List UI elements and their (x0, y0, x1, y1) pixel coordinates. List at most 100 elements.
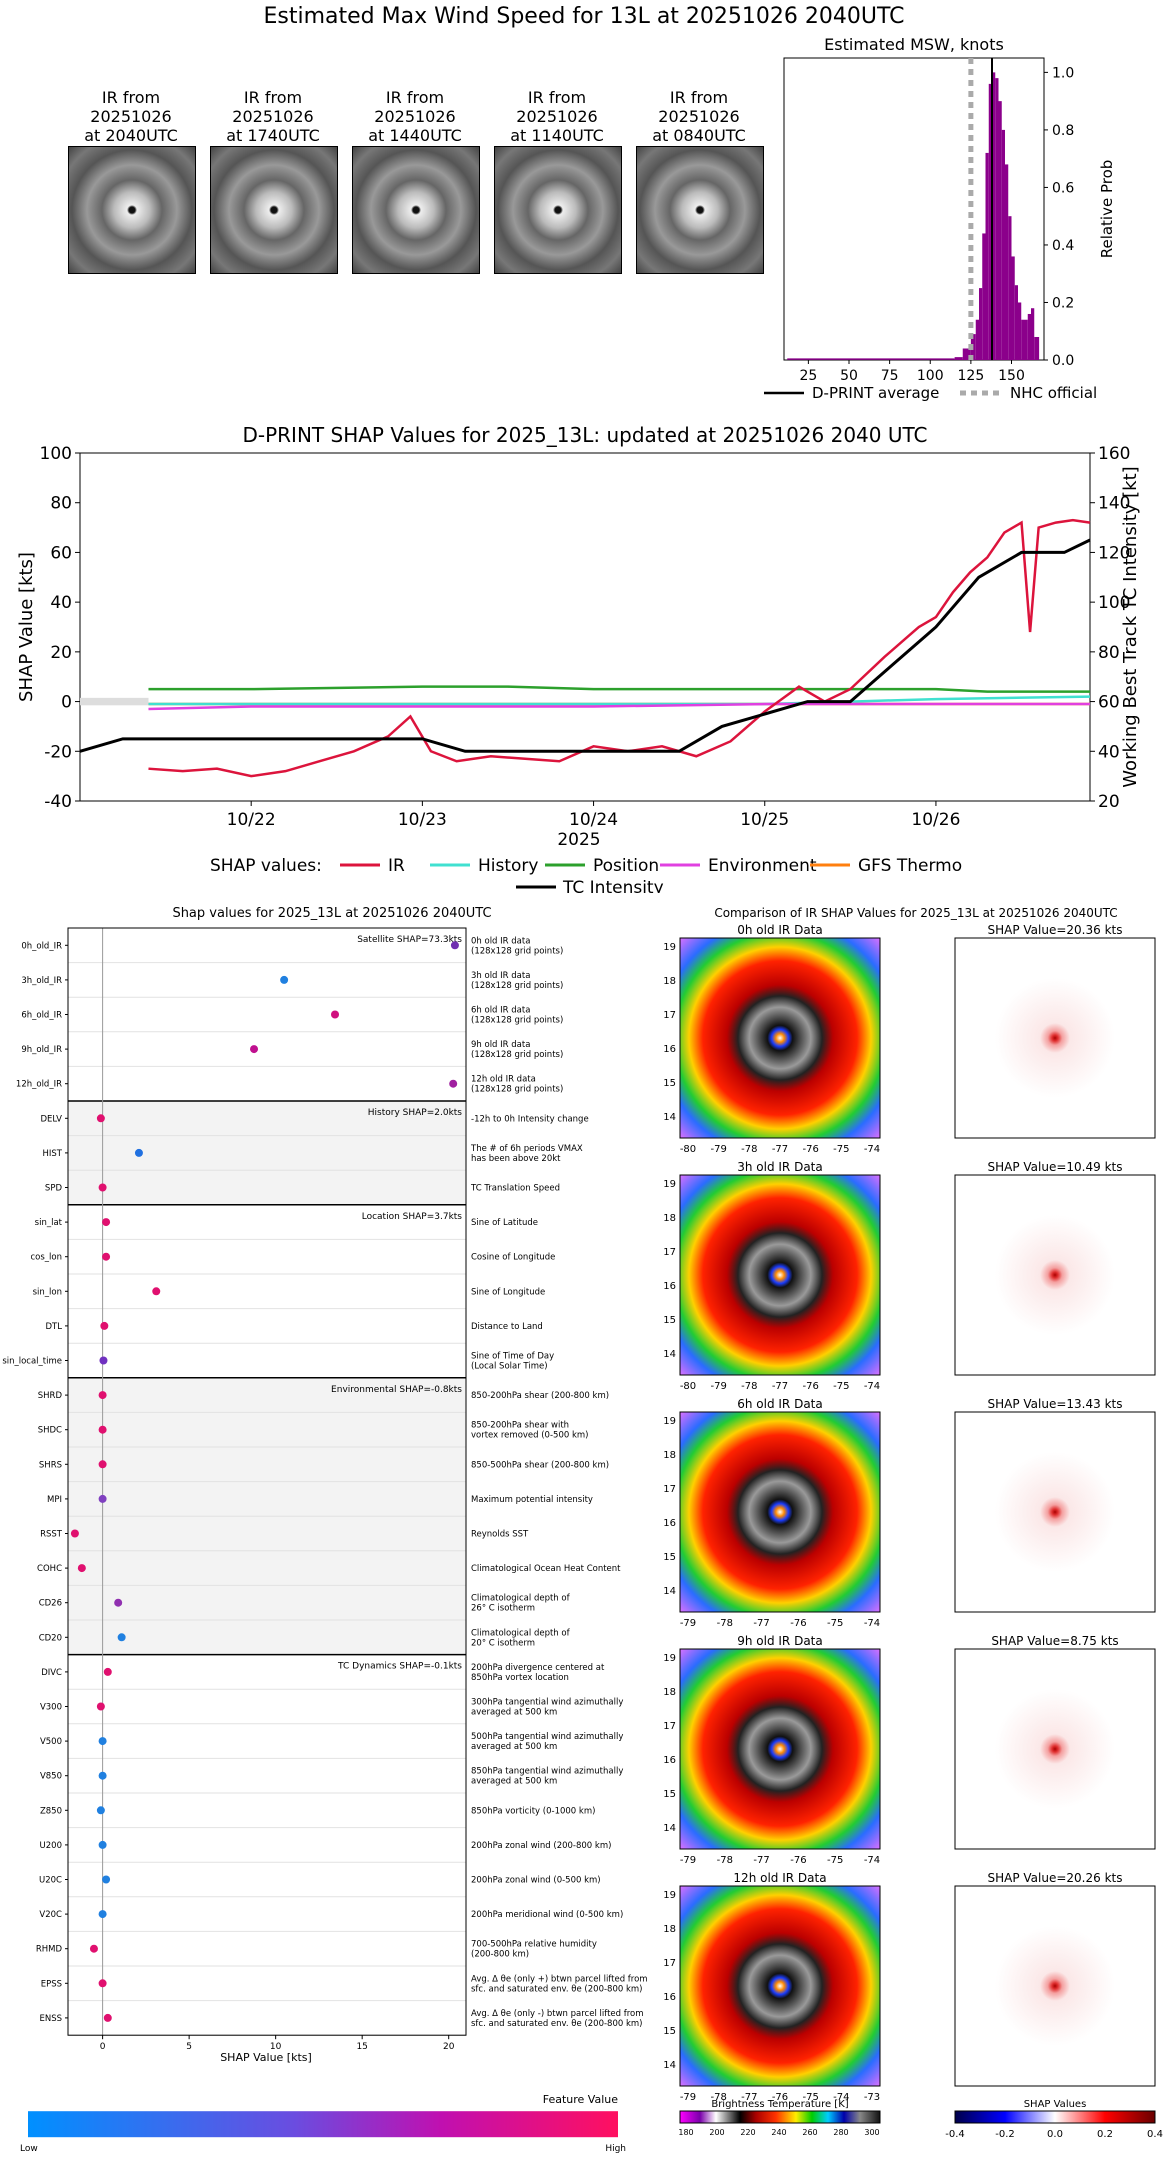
timeseries-y2-tick-label: 100 (1098, 593, 1130, 613)
ir-panel-x-tick-label: -79 (680, 1855, 696, 1866)
histogram-bar (982, 233, 986, 360)
scatter-feature-label: RHMD (36, 1945, 63, 1955)
histogram-bar (1031, 308, 1035, 360)
scatter-feature-label: 3h_old_IR (21, 976, 62, 986)
ir-panel-y-tick-label: 17 (663, 1247, 676, 1258)
histogram-bar (1027, 313, 1031, 360)
shap-panel-title: SHAP Value=10.49 kts (988, 1160, 1123, 1174)
histogram-bar (975, 319, 979, 360)
histogram-bar (954, 357, 963, 360)
scatter-group-label: Environmental SHAP=-0.8kts (331, 1385, 462, 1395)
scatter-feature-label: SHDC (38, 1426, 62, 1436)
ir-panel-y-tick-label: 16 (663, 1281, 676, 1292)
scatter-group-label: History SHAP=2.0kts (368, 1108, 463, 1118)
scatter-feature-label: SPD (45, 1184, 63, 1194)
shap-panel-title: SHAP Value=20.36 kts (988, 923, 1123, 937)
feature-value-colorbar (28, 2111, 618, 2138)
scatter-feature-description: TC Translation Speed (470, 1184, 560, 1194)
scatter-point (102, 1218, 111, 1227)
scatter-feature-description: Maximum potential intensity (471, 1495, 593, 1505)
ir-panel-x-tick-label: -75 (827, 1618, 843, 1629)
colorbar-low-label: Low (20, 2144, 38, 2154)
ir-panel-x-tick-label: -76 (772, 2092, 788, 2103)
scatter-feature-description: 850hPa vorticity (0-1000 km) (471, 1806, 595, 1816)
ir-thumbnail-caption: IR from 20251026 at 1140UTC (510, 88, 604, 145)
scatter-feature-description: 850-200hPa shear with vortex removed (0-5… (471, 1421, 588, 1441)
ir-panel-title: 0h old IR Data (737, 923, 823, 937)
timeseries-y2-tick-label: 80 (1098, 643, 1120, 663)
histogram-bar (1011, 256, 1015, 360)
scatter-point (117, 1633, 126, 1642)
bt-colorbar-tick-label: 200 (709, 2128, 724, 2137)
shap-panel-title: SHAP Value=8.75 kts (991, 1634, 1118, 1648)
ir-thumbnail-caption: IR from 20251026 at 1740UTC (226, 88, 320, 145)
scatter-point (152, 1287, 161, 1296)
scatter-feature-label: V850 (40, 1772, 62, 1782)
ir-panel-x-tick-label: -74 (833, 2092, 849, 2103)
ir-panel-x-tick-label: -75 (827, 1855, 843, 1866)
timeseries-y-tick-label: -40 (44, 792, 72, 812)
histogram-x-tick-label: 125 (958, 368, 985, 384)
ir-thumbnail-caption: IR from 20251026 at 2040UTC (84, 88, 178, 145)
scatter-feature-description: Reynolds SST (471, 1530, 529, 1540)
ir-panel-x-tick-label: -79 (710, 1144, 726, 1155)
shap-timeseries-chart: D-PRINT SHAP Values for 2025_13L: update… (16, 423, 1141, 893)
timeseries-y-tick-label: 20 (50, 643, 72, 663)
ir-panel-y-tick-label: 18 (663, 976, 676, 987)
ir-panel-x-tick-label: -79 (710, 1381, 726, 1392)
histogram-bar (995, 78, 999, 360)
scatter-x-tick-label: 20 (443, 2042, 455, 2052)
scatter-feature-label: 0h_old_IR (21, 941, 62, 951)
scatter-point (96, 1702, 105, 1711)
scatter-feature-label: 6h_old_IR (21, 1011, 62, 1021)
scatter-feature-label: HIST (43, 1149, 63, 1159)
ir-panel-x-tick-label: -78 (741, 1381, 757, 1392)
timeseries-x-tick-label: 10/26 (911, 810, 960, 830)
timeseries-x-tick-label: 10/24 (569, 810, 618, 830)
scatter-feature-description: 0h old IR data (128x128 grid points) (471, 936, 563, 956)
shap-panel-heat (995, 1215, 1115, 1335)
scatter-feature-label: RSST (40, 1530, 63, 1540)
ir-panel-y-tick-label: 15 (663, 1315, 676, 1326)
ir-panel-y-tick-label: 18 (663, 1924, 676, 1935)
ir-panel-y-tick-label: 19 (663, 1653, 676, 1664)
scatter-point (98, 1771, 107, 1780)
colorbar-high-label: High (605, 2144, 626, 2154)
scatter-point (98, 1460, 107, 1469)
timeseries-y-tick-label: 60 (50, 543, 72, 563)
ir-panel-title: 9h old IR Data (737, 1634, 823, 1648)
scatter-feature-description: 500hPa tangential wind azimuthally averag… (471, 1732, 623, 1752)
ir-panel-y-tick-label: 16 (663, 1755, 676, 1766)
scatter-point (102, 1252, 111, 1261)
shap-panel-heat (995, 1926, 1115, 2046)
ir-panel-x-tick-label: -78 (717, 1855, 733, 1866)
scatter-point (98, 1737, 107, 1746)
shap-colorbar-tick-label: 0.4 (1147, 2129, 1163, 2140)
scatter-x-axis-label: SHAP Value [kts] (220, 2051, 312, 2064)
histogram-bar (992, 72, 996, 360)
shap-panel-heat (995, 978, 1115, 1098)
legend-label-position: Position (593, 856, 659, 876)
scatter-feature-description: Sine of Time of Day (Local Solar Time) (471, 1352, 554, 1372)
ir-panel-x-tick-label: -74 (864, 1381, 880, 1392)
histogram-title: Estimated MSW, knots (824, 35, 1004, 54)
ir-panel-image (679, 1885, 881, 2087)
ir-panel-y-tick-label: 15 (663, 2026, 676, 2037)
scatter-point (77, 1564, 86, 1573)
scatter-feature-description: 12h old IR data (128x128 grid points) (471, 1075, 563, 1095)
shap-colorbar-tick-label: -0.4 (945, 2129, 965, 2140)
histogram-bar (998, 101, 1002, 361)
ir-shap-comparison-panels: Comparison of IR SHAP Values for 2025_13… (663, 906, 1163, 2140)
scatter-feature-label: CD26 (39, 1599, 62, 1609)
scatter-point (102, 1875, 111, 1884)
scatter-point (331, 1010, 340, 1019)
scatter-feature-label: ENSS (39, 2014, 62, 2024)
scatter-feature-label: EPSS (41, 1979, 62, 1989)
series-line-tc-intensity (79, 538, 1091, 753)
ir-panel-y-tick-label: 19 (663, 1890, 676, 1901)
scatter-feature-description: Sine of Latitude (471, 1218, 538, 1228)
ir-panel-title: 12h old IR Data (733, 1871, 826, 1885)
ir-panel-x-tick-label: -76 (790, 1855, 806, 1866)
scatter-feature-description: 850-500hPa shear (200-800 km) (471, 1460, 609, 1470)
scatter-point (98, 1910, 107, 1919)
